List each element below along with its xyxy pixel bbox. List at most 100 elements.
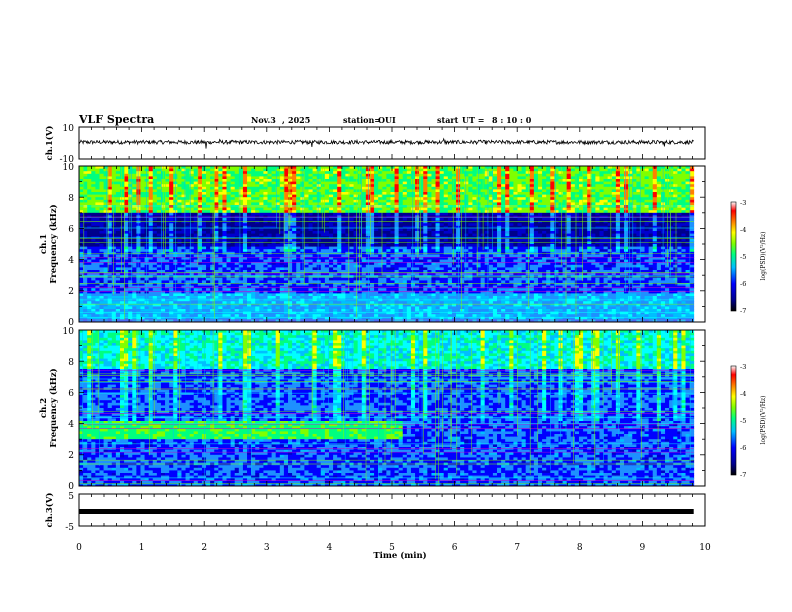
spectrogram-cell (120, 218, 125, 221)
spectrogram-cell (337, 169, 342, 172)
spectrogram-cell (157, 249, 162, 252)
spectrogram-cell (276, 309, 281, 312)
spectrogram-cell (95, 249, 100, 252)
spectrogram-cell (206, 218, 211, 221)
spectrogram-cell (177, 169, 182, 172)
spectrogram-cell (276, 301, 281, 304)
spectrogram-cell (214, 296, 219, 299)
spectrogram-cell (222, 218, 227, 221)
spectrogram-cell (259, 301, 264, 304)
spectrogram-cell (202, 314, 207, 317)
spectrogram-cell (235, 301, 240, 304)
spectrogram-cell (222, 197, 227, 200)
spectrogram-cell (165, 265, 170, 268)
spectrogram-cell (181, 306, 186, 309)
spectrogram-cell (186, 223, 191, 226)
spectrogram-cell (128, 179, 133, 182)
spectrogram-cell (136, 309, 141, 312)
spectrogram-cell (87, 221, 92, 224)
spectrogram-cell (247, 210, 252, 213)
spectrogram-cell (165, 293, 170, 296)
spectrogram-cell (157, 280, 162, 283)
spectrogram-cell (120, 205, 125, 208)
spectrogram-cell (284, 208, 289, 211)
spectrogram-cell (292, 169, 297, 172)
spectrogram-cell (313, 247, 318, 250)
spectrogram-cell (251, 184, 256, 187)
spectrogram-cell (99, 278, 104, 281)
spectrogram-cell (145, 202, 150, 205)
spectrogram-cell (272, 244, 277, 247)
spectrogram-cell (243, 249, 248, 252)
spectrogram-cell (259, 192, 264, 195)
spectrogram-cell (116, 179, 121, 182)
spectrogram-cell (317, 195, 322, 198)
spectrogram-cell (333, 267, 338, 270)
spectrogram-cell (284, 210, 289, 213)
spectrogram-cell (243, 239, 248, 242)
spectrogram-cell (272, 187, 277, 190)
spectrogram-cell (222, 244, 227, 247)
spectrogram-cell (251, 221, 256, 224)
spectrogram-cell (280, 197, 285, 200)
spectrogram-cell (313, 221, 318, 224)
spectrogram-cell (296, 223, 301, 226)
spectrogram-cell (309, 202, 314, 205)
spectrogram-cell (243, 306, 248, 309)
spectrogram-cell (136, 200, 141, 203)
spectrogram-cell (263, 296, 268, 299)
spectrogram-cell (284, 171, 289, 174)
spectrogram-cell (99, 179, 104, 182)
spectrogram-cell (321, 296, 326, 299)
spectrogram-cell (165, 228, 170, 231)
spectrogram-cell (325, 314, 330, 317)
spectrogram-cell (309, 221, 314, 224)
spectrogram-cell (140, 218, 145, 221)
spectrogram-cell (259, 306, 264, 309)
spectrogram-cell (153, 218, 158, 221)
spectrogram-cell (140, 293, 145, 296)
spectrogram-cell (157, 200, 162, 203)
spectrogram-cell (136, 314, 141, 317)
spectrogram-cell (136, 213, 141, 216)
spectrogram-cell (227, 234, 232, 237)
spectrogram-cell (136, 187, 141, 190)
spectrogram-cell (231, 280, 236, 283)
spectrogram-cell (304, 218, 309, 221)
spectrogram-cell (120, 174, 125, 177)
spectrogram-cell (198, 205, 203, 208)
spectrogram-cell (263, 210, 268, 213)
spectrogram-cell (95, 296, 100, 299)
spectrogram-cell (91, 314, 96, 317)
spectrogram-cell (333, 218, 338, 221)
spectrogram-cell (325, 197, 330, 200)
spectrogram-cell (263, 280, 268, 283)
spectrogram-cell (239, 278, 244, 281)
spectrogram-cell (128, 314, 133, 317)
spectrogram-cell (116, 213, 121, 216)
spectrogram-cell (259, 247, 264, 250)
spectrogram-cell (173, 314, 178, 317)
spectrogram-cell (202, 205, 207, 208)
spectrogram-cell (309, 218, 314, 221)
spectrogram-cell (149, 192, 154, 195)
spectrogram-cell (87, 210, 92, 213)
spectrogram-cell (210, 213, 215, 216)
spectrogram-cell (128, 210, 133, 213)
spectrogram-cell (153, 278, 158, 281)
spectrogram-cell (239, 223, 244, 226)
spectrogram-cell (186, 228, 191, 231)
spectrogram-cell (91, 184, 96, 187)
spectrogram-cell (272, 239, 277, 242)
spectrogram-cell (104, 249, 109, 252)
spectrogram-cell (268, 202, 273, 205)
spectrogram-cell (333, 228, 338, 231)
spectrogram-cell (186, 278, 191, 281)
spectrogram-cell (231, 182, 236, 185)
spectrogram-cell (255, 202, 260, 205)
spectrogram-cell (317, 314, 322, 317)
spectrogram-cell (157, 189, 162, 192)
spectrogram-cell (268, 197, 273, 200)
spectrogram-cell (181, 176, 186, 179)
spectrogram-cell (112, 184, 117, 187)
